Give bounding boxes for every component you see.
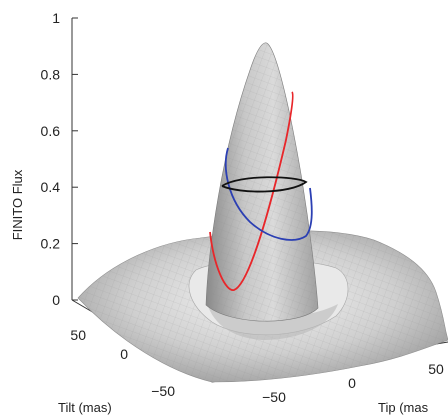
z-tick-label: 0.6 [41,123,61,139]
surface [77,42,448,383]
tip-axis-label: Tip (mas [378,400,429,415]
z-axis-label: FINITO Flux [10,169,25,240]
tip-tick-label: −50 [262,389,286,405]
tilt-tick-label: −50 [151,383,175,399]
z-tick-label: 0 [52,292,60,308]
tip-tick-label: 0 [348,375,356,391]
z-tick-label: 0.4 [41,179,61,195]
trace-curves [209,91,313,291]
z-axis-ticks: 0 0.2 0.4 0.6 0.8 1 [41,10,78,308]
z-tick-label: 0.8 [41,66,61,82]
tip-tick-label: 50 [428,361,444,377]
tilt-tick-label: 50 [70,327,86,343]
z-tick-label: 0.2 [41,236,61,252]
blue-curve [224,147,313,241]
tilt-tick-label: 0 [120,346,128,362]
black-curve [221,176,308,193]
tip-axis-ticks: −50 0 50 [258,341,444,405]
surface-peak-mesh [206,42,318,322]
z-tick-label: 1 [52,10,60,26]
red-curve [209,91,294,291]
tilt-axis-label: Tilt (mas) [58,400,112,415]
